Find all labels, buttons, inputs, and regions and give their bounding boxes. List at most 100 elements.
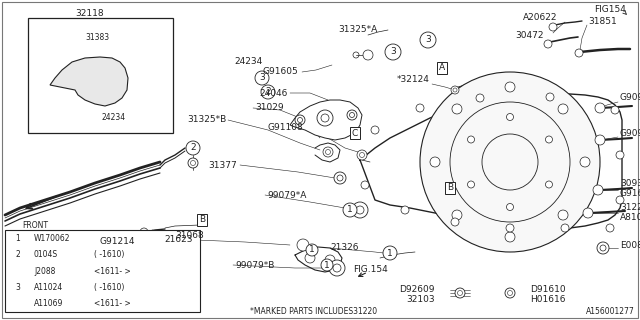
Circle shape (468, 181, 474, 188)
Text: 31029: 31029 (255, 103, 284, 113)
Circle shape (545, 181, 552, 188)
Text: 1: 1 (347, 205, 353, 214)
Circle shape (317, 110, 333, 126)
Text: 3: 3 (15, 283, 20, 292)
Text: B: B (199, 215, 205, 225)
Circle shape (575, 49, 583, 57)
Text: W170062: W170062 (34, 234, 70, 243)
Text: 31068: 31068 (175, 231, 204, 241)
Circle shape (430, 157, 440, 167)
Circle shape (361, 181, 369, 189)
Text: 2: 2 (15, 250, 20, 259)
Text: 21623: 21623 (164, 236, 193, 244)
Text: 31325*A: 31325*A (338, 26, 377, 35)
Text: 2: 2 (190, 143, 196, 153)
Text: D91610: D91610 (530, 285, 566, 294)
Circle shape (363, 50, 373, 60)
Circle shape (334, 172, 346, 184)
Circle shape (616, 196, 624, 204)
Circle shape (506, 224, 514, 232)
Text: FIG154: FIG154 (594, 5, 626, 14)
Circle shape (606, 224, 614, 232)
Circle shape (140, 228, 148, 236)
Text: *MARKED PARTS INCLUDES31220: *MARKED PARTS INCLUDES31220 (250, 308, 377, 316)
Circle shape (583, 208, 593, 218)
Text: 2: 2 (265, 87, 271, 97)
Circle shape (416, 104, 424, 112)
Circle shape (455, 288, 465, 298)
Text: A20622: A20622 (523, 13, 557, 22)
Circle shape (505, 232, 515, 242)
Circle shape (325, 255, 335, 265)
Text: D92609: D92609 (399, 285, 435, 294)
Bar (28, 18, 173, 133)
Circle shape (347, 110, 357, 120)
Circle shape (468, 136, 474, 143)
Text: <1611- >: <1611- > (94, 267, 131, 276)
Circle shape (12, 249, 24, 260)
Text: C: C (352, 129, 358, 138)
Circle shape (295, 115, 305, 125)
Text: A11024: A11024 (34, 283, 63, 292)
Circle shape (12, 281, 24, 293)
Circle shape (451, 218, 459, 226)
Circle shape (343, 203, 357, 217)
Text: 1: 1 (387, 249, 393, 258)
Text: 30472: 30472 (516, 30, 544, 39)
Circle shape (297, 239, 309, 251)
Text: 32103: 32103 (406, 295, 435, 305)
Circle shape (452, 210, 462, 220)
Polygon shape (50, 57, 128, 106)
Circle shape (558, 104, 568, 114)
Text: 31851: 31851 (588, 18, 617, 27)
Polygon shape (290, 100, 362, 140)
Text: G90910: G90910 (620, 93, 640, 102)
Circle shape (47, 90, 57, 100)
Text: 24234: 24234 (102, 114, 126, 123)
Text: FIG.154: FIG.154 (353, 266, 388, 275)
Circle shape (255, 71, 269, 85)
Circle shape (611, 106, 619, 114)
Circle shape (506, 204, 513, 211)
Text: 1: 1 (324, 260, 330, 269)
Text: B: B (447, 183, 453, 193)
Text: ( -1610): ( -1610) (94, 250, 124, 259)
Text: A: A (439, 63, 445, 73)
Circle shape (95, 105, 105, 115)
Text: FRONT: FRONT (22, 220, 48, 229)
Circle shape (476, 94, 484, 102)
Text: 99079*B: 99079*B (235, 260, 275, 269)
Text: 1: 1 (15, 234, 20, 243)
Circle shape (597, 242, 609, 254)
Text: 24046: 24046 (260, 89, 288, 98)
Circle shape (580, 157, 590, 167)
Circle shape (451, 86, 459, 94)
Circle shape (305, 253, 315, 263)
Circle shape (420, 72, 600, 252)
Text: 0104S: 0104S (34, 250, 58, 259)
Circle shape (595, 103, 605, 113)
Circle shape (385, 44, 401, 60)
Circle shape (452, 104, 462, 114)
Text: G91108: G91108 (268, 124, 304, 132)
Polygon shape (360, 94, 622, 228)
Circle shape (558, 210, 568, 220)
Text: 3: 3 (259, 74, 265, 83)
Circle shape (321, 259, 333, 271)
Circle shape (12, 232, 24, 244)
Circle shape (357, 150, 367, 160)
Text: G90910: G90910 (620, 129, 640, 138)
Text: 31220: 31220 (620, 203, 640, 212)
Circle shape (506, 114, 513, 121)
Circle shape (383, 246, 397, 260)
Text: H01616: H01616 (530, 295, 566, 305)
Text: ( -1610): ( -1610) (94, 283, 124, 292)
Circle shape (63, 27, 73, 37)
Text: G91214: G91214 (99, 237, 135, 246)
Circle shape (329, 260, 345, 276)
Circle shape (323, 147, 333, 157)
Circle shape (186, 141, 200, 155)
Text: 3: 3 (425, 36, 431, 44)
Circle shape (616, 151, 624, 159)
Text: 31383: 31383 (85, 34, 109, 43)
